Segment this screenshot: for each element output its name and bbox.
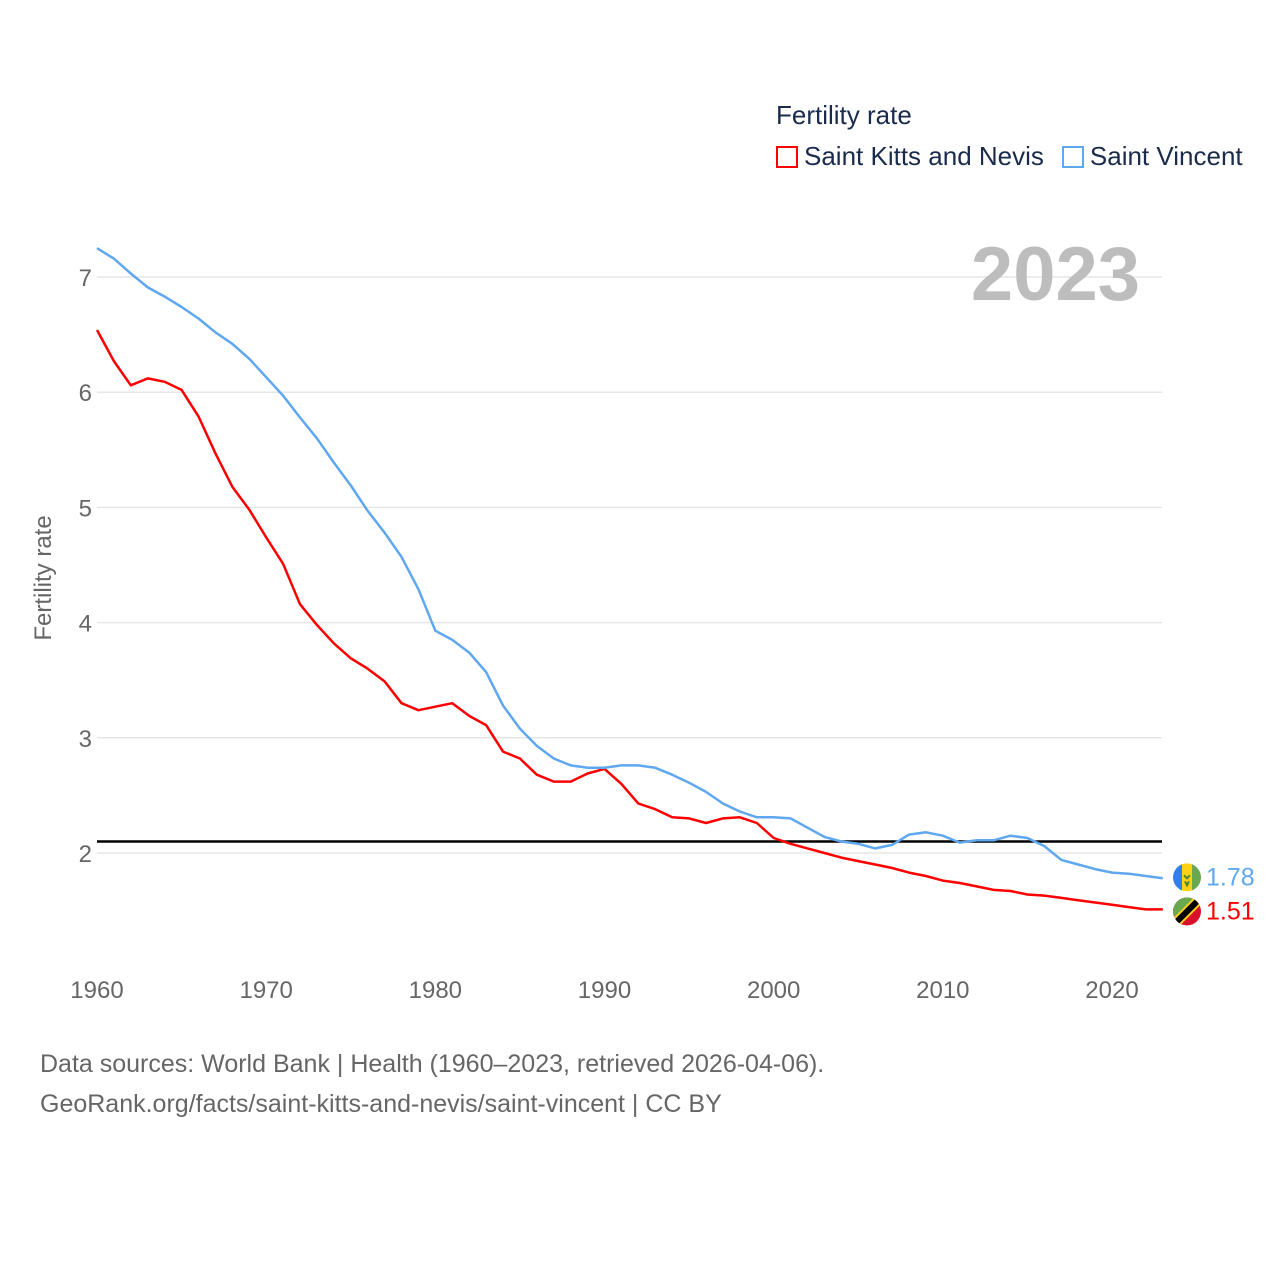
x-tick-label: 2000: [747, 977, 800, 1004]
legend-swatch: [1061, 145, 1084, 168]
x-tick-label: 1960: [70, 977, 123, 1004]
legend-label: Saint Kitts and Nevis: [804, 141, 1044, 171]
source-line: Data sources: World Bank | Health (1960–…: [40, 1050, 825, 1078]
x-tick-label: 1970: [239, 977, 292, 1004]
x-tick-label: 1980: [409, 977, 462, 1004]
x-tick-label: 1990: [578, 977, 631, 1004]
legend: Fertility rate Saint Kitts and Nevis Sai…: [776, 100, 1243, 172]
saint-vincent-flag-icon: [1173, 863, 1201, 892]
flag: [1173, 897, 1201, 926]
legend-item-saint-vincent[interactable]: Saint Vincent: [1061, 141, 1243, 172]
x-tick-label: 2010: [916, 977, 969, 1004]
flag: [1173, 863, 1201, 892]
saint-kitts-flag-icon: [1173, 897, 1201, 926]
end-value-label: 1.78: [1206, 863, 1255, 891]
y-tick-label: 5: [79, 495, 92, 522]
source-note: Data sources: World Bank | Health (1960–…: [40, 1044, 824, 1124]
legend-swatch: [776, 145, 798, 168]
y-tick-label: 3: [79, 726, 92, 753]
flag-diamonds: [1183, 874, 1191, 888]
end-value-label: 1.51: [1206, 897, 1255, 925]
legend-item-saint-kitts[interactable]: Saint Kitts and Nevis: [776, 141, 1044, 172]
y-tick-label: 2: [79, 841, 92, 868]
flag-stripe: [1173, 863, 1182, 892]
legend-title: Fertility rate: [776, 100, 912, 130]
y-tick-label: 4: [79, 611, 92, 638]
y-tick-label: 7: [79, 265, 92, 292]
x-tick-label: 2020: [1085, 977, 1138, 1004]
flag-stripe: [1192, 863, 1201, 892]
series-line-saint-kitts: [95, 329, 1163, 911]
y-axis-label: Fertility rate: [30, 515, 57, 640]
series-line-saint-vincent: [96, 247, 1163, 880]
year-label: 2023: [971, 232, 1140, 317]
y-tick-label: 6: [79, 380, 92, 407]
legend-label: Saint Vincent: [1089, 141, 1243, 171]
source-link[interactable]: GeoRank.org/facts/saint-kitts-and-nevis/…: [40, 1090, 722, 1118]
